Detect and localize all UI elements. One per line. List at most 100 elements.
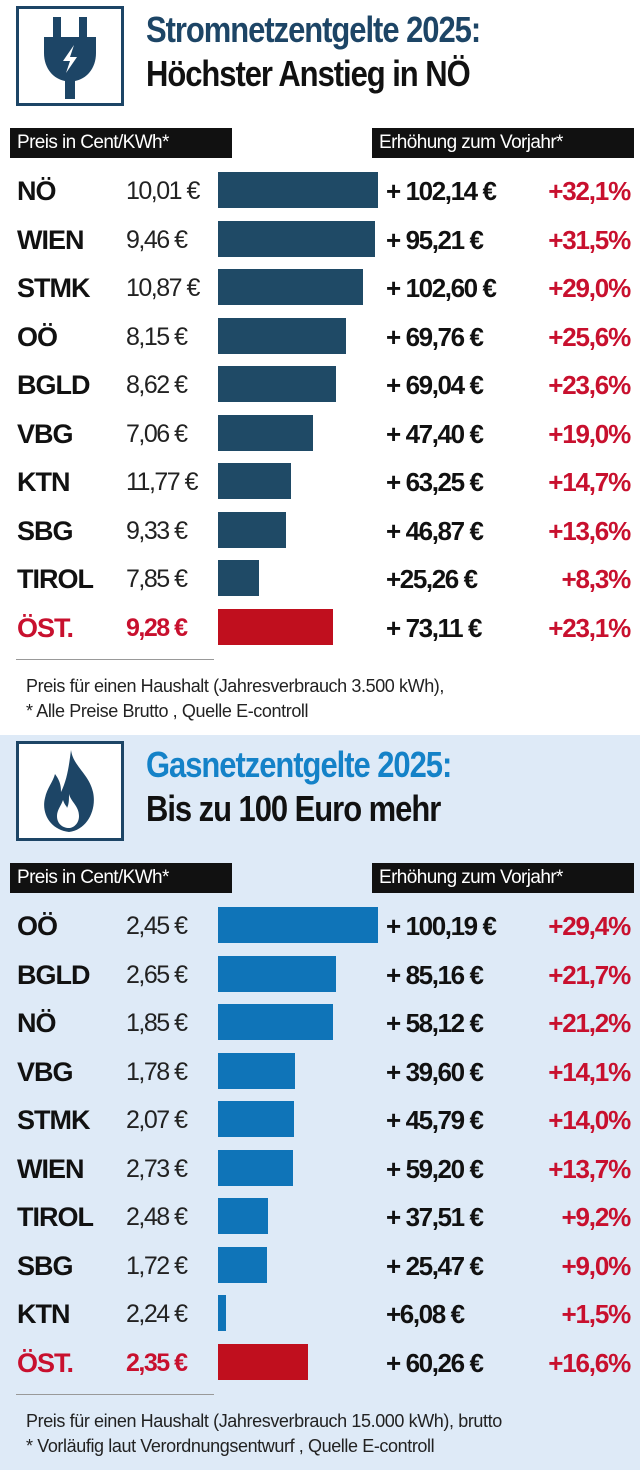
region-label: STMK xyxy=(17,273,90,303)
increase-value: + 46,87 € xyxy=(386,515,484,546)
increase-value: + 69,76 € xyxy=(386,321,484,352)
gas-row: BGLD 2,65 € + 85,16 € +21,7% xyxy=(0,951,640,999)
strom-panel: Stromnetzentgelte 2025: Höchster Anstieg… xyxy=(0,6,640,721)
percent-change: +16,6% xyxy=(548,1347,631,1378)
plug-icon xyxy=(16,6,124,106)
bar xyxy=(218,560,260,596)
gas-row: STMK 2,07 € + 45,79 € +14,0% xyxy=(0,1096,640,1144)
price-value: 1,85 € xyxy=(126,1009,188,1037)
bar xyxy=(218,366,336,402)
gas-row: TIROL 2,48 € + 37,51 € +9,2% xyxy=(0,1193,640,1241)
increase-value: + 59,20 € xyxy=(386,1153,484,1184)
increase-value: + 100,19 € xyxy=(386,911,497,941)
gas-title: Gasnetzentgelte 2025: xyxy=(146,744,452,785)
increase-value: + 95,21 € xyxy=(386,224,484,255)
bar xyxy=(218,317,346,354)
gas-note-2: * Vorläufig laut Verordnungsentwurf , Qu… xyxy=(26,1436,435,1456)
price-value: 7,85 € xyxy=(126,565,188,593)
percent-change: +32,1% xyxy=(548,176,631,206)
strom-divider xyxy=(16,659,214,660)
price-value: 1,72 € xyxy=(126,1251,188,1280)
increase-value: + 58,12 € xyxy=(386,1008,484,1038)
bar xyxy=(218,1198,269,1234)
percent-change: +1,5% xyxy=(561,1299,632,1329)
strom-row: SBG 9,33 € + 46,87 € +13,6% xyxy=(0,507,640,555)
region-label: TIROL xyxy=(17,564,94,594)
bar xyxy=(218,511,286,548)
region-label: WIEN xyxy=(17,224,84,255)
increase-value: + 63,25 € xyxy=(386,467,484,497)
bar xyxy=(218,463,292,499)
bar xyxy=(218,1343,309,1380)
gas-row: NÖ 1,85 € + 58,12 € +21,2% xyxy=(0,999,640,1047)
percent-change: +9,2% xyxy=(561,1202,632,1232)
percent-change: +25,6% xyxy=(548,321,631,352)
increase-value: + 102,14 € xyxy=(386,176,497,206)
gas-header-increase: Erhöhung zum Vorjahr* xyxy=(372,863,634,893)
percent-change: +14,1% xyxy=(548,1056,631,1087)
price-value: 8,15 € xyxy=(126,322,188,351)
region-label: BGLD xyxy=(17,959,90,990)
percent-change: +23,1% xyxy=(548,612,631,643)
increase-value: + 73,11 € xyxy=(386,612,483,643)
region-label: ÖST. xyxy=(17,612,74,643)
region-label: WIEN xyxy=(17,1153,84,1184)
price-value: 11,77 € xyxy=(126,468,199,496)
bar xyxy=(218,1295,227,1331)
gas-row: VBG 1,78 € + 39,60 € +14,1% xyxy=(0,1048,640,1096)
bar xyxy=(218,1101,295,1137)
region-label: TIROL xyxy=(17,1202,94,1232)
price-value: 2,73 € xyxy=(126,1154,188,1183)
strom-note-1: Preis für einen Haushalt (Jahresverbrauc… xyxy=(26,676,445,696)
region-label: STMK xyxy=(17,1105,90,1135)
region-label: OÖ xyxy=(17,321,58,352)
bar xyxy=(218,1246,267,1283)
price-value: 1,78 € xyxy=(126,1057,188,1086)
gas-row: OÖ 2,45 € + 100,19 € +29,4% xyxy=(0,902,640,950)
strom-row: ÖST. 9,28 € + 73,11 € +23,1% xyxy=(0,604,640,652)
increase-value: + 37,51 € xyxy=(386,1202,484,1232)
flame-icon xyxy=(16,741,124,841)
strom-row: BGLD 8,62 € + 69,04 € +23,6% xyxy=(0,361,640,409)
gas-row: ÖST. 2,35 € + 60,26 € +16,6% xyxy=(0,1339,640,1387)
bar xyxy=(218,1149,293,1186)
strom-title: Stromnetzentgelte 2025: xyxy=(146,9,481,50)
bar xyxy=(218,269,363,305)
increase-value: + 45,79 € xyxy=(386,1105,484,1135)
bar xyxy=(218,1004,334,1040)
region-label: KTN xyxy=(17,1299,70,1329)
price-value: 2,65 € xyxy=(126,960,188,989)
region-label: NÖ xyxy=(17,1008,56,1038)
region-label: SBG xyxy=(17,515,74,546)
increase-value: +6,08 € xyxy=(386,1299,465,1329)
gas-header-price: Preis in Cent/KWh* xyxy=(10,863,232,893)
price-value: 2,24 € xyxy=(126,1300,188,1328)
region-label: VBG xyxy=(17,1056,74,1087)
increase-value: + 69,04 € xyxy=(386,370,484,400)
bar xyxy=(218,220,375,257)
bar xyxy=(218,414,313,451)
percent-change: +13,7% xyxy=(548,1153,631,1184)
increase-value: + 60,26 € xyxy=(386,1347,484,1378)
percent-change: +14,0% xyxy=(548,1105,631,1135)
strom-row: STMK 10,87 € + 102,60 € +29,0% xyxy=(0,264,640,312)
price-value: 8,62 € xyxy=(126,371,188,399)
percent-change: +19,0% xyxy=(548,418,631,449)
strom-note-2: * Alle Preise Brutto , Quelle E-controll xyxy=(26,701,309,721)
percent-change: +13,6% xyxy=(548,515,631,546)
region-label: ÖST. xyxy=(17,1347,74,1378)
gas-panel: Gasnetzentgelte 2025: Bis zu 100 Euro me… xyxy=(0,735,640,1470)
strom-row: OÖ 8,15 € + 69,76 € +25,6% xyxy=(0,313,640,361)
percent-change: +21,7% xyxy=(548,959,631,990)
strom-row: WIEN 9,46 € + 95,21 € +31,5% xyxy=(0,216,640,264)
gas-row: KTN 2,24 € +6,08 € +1,5% xyxy=(0,1290,640,1338)
bar xyxy=(218,955,337,992)
region-label: OÖ xyxy=(17,911,58,941)
price-value: 9,33 € xyxy=(126,516,188,545)
percent-change: +23,6% xyxy=(548,370,631,400)
gas-row: SBG 1,72 € + 25,47 € +9,0% xyxy=(0,1242,640,1290)
bar xyxy=(218,1052,295,1089)
bar xyxy=(218,172,378,208)
gas-divider xyxy=(16,1394,214,1395)
increase-value: + 25,47 € xyxy=(386,1250,484,1281)
